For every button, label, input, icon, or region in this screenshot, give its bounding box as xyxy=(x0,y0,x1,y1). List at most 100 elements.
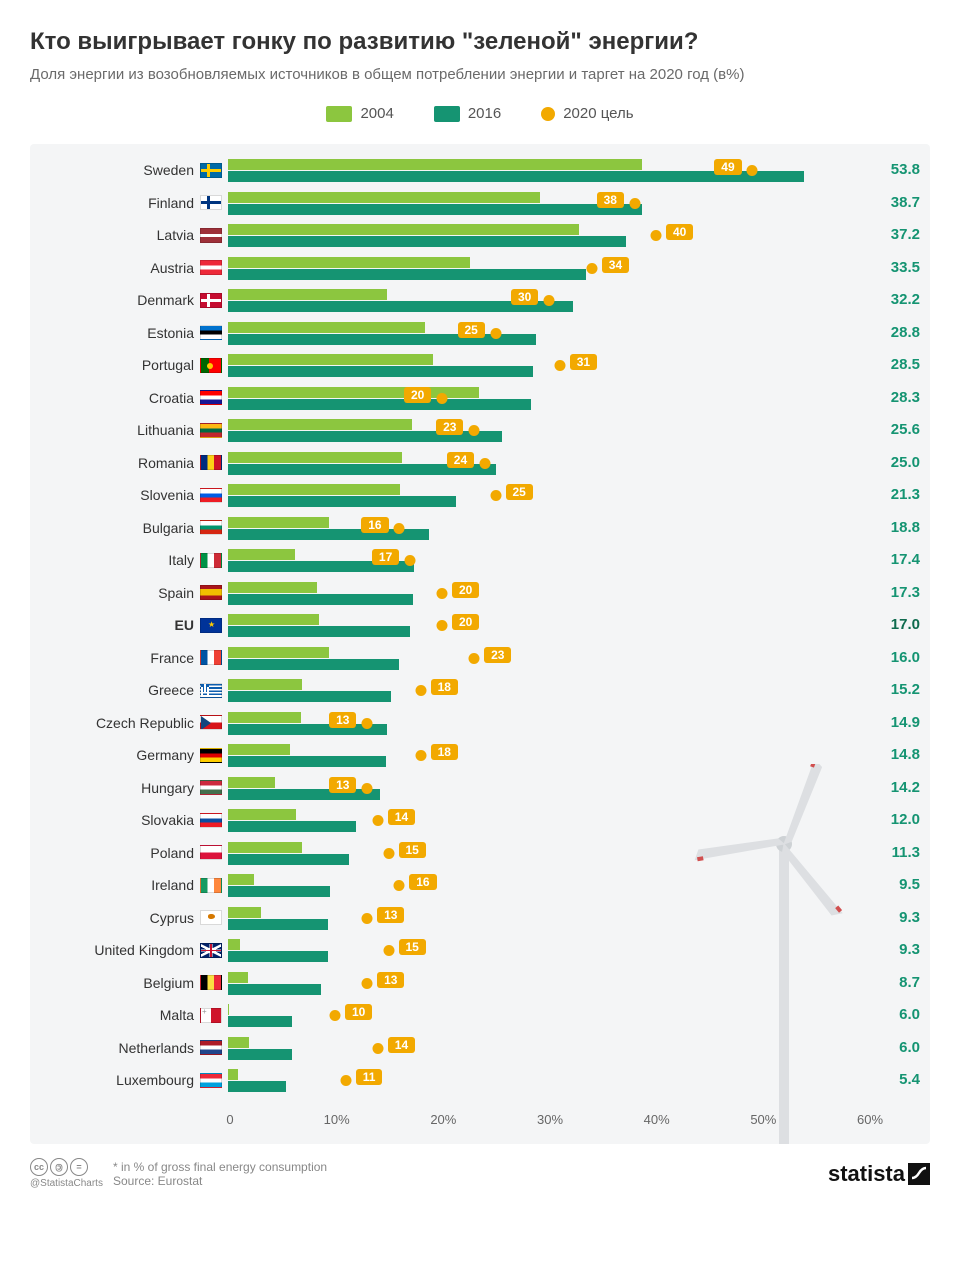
bar-2016 xyxy=(228,659,399,670)
bar-zone: 11 xyxy=(228,1064,870,1097)
legend-item-2016: 2016 xyxy=(434,105,501,122)
target-label: 38 xyxy=(597,192,624,208)
value-label: 8.7 xyxy=(899,974,920,991)
flag-icon xyxy=(200,683,222,698)
legend-item-target: 2020 цель xyxy=(541,105,633,122)
target-dot xyxy=(747,165,758,176)
bar-zone: 24 xyxy=(228,447,870,480)
bar-2004 xyxy=(228,939,240,950)
target-dot xyxy=(330,1010,341,1021)
bar-2004 xyxy=(228,972,248,983)
bar-2004 xyxy=(228,777,275,788)
bar-2004 xyxy=(228,712,301,723)
country-row: Greece1815.2 xyxy=(30,674,930,707)
target-label: 14 xyxy=(388,809,415,825)
country-row: Portugal3128.5 xyxy=(30,349,930,382)
value-label: 9.3 xyxy=(899,909,920,926)
country-label: Ireland xyxy=(30,877,200,893)
bar-zone: 38 xyxy=(228,187,870,220)
flag-icon xyxy=(200,293,222,308)
bar-2016 xyxy=(228,496,456,507)
nd-icon: = xyxy=(70,1158,88,1176)
target-dot xyxy=(437,588,448,599)
bar-zone: 13 xyxy=(228,772,870,805)
bar-2004 xyxy=(228,744,290,755)
chart-container: Кто выигрывает гонку по развитию "зелено… xyxy=(0,0,960,1269)
target-dot xyxy=(415,685,426,696)
bar-2016 xyxy=(228,821,356,832)
bar-zone: 30 xyxy=(228,284,870,317)
value-label: 17.0 xyxy=(891,616,920,633)
country-row: United Kingdom159.3 xyxy=(30,934,930,967)
value-label: 37.2 xyxy=(891,226,920,243)
bar-2004 xyxy=(228,647,329,658)
bar-zone: 25 xyxy=(228,479,870,512)
target-label: 18 xyxy=(431,679,458,695)
bar-2004 xyxy=(228,159,642,170)
target-label: 31 xyxy=(570,354,597,370)
target-label: 13 xyxy=(377,907,404,923)
country-label: Slovakia xyxy=(30,812,200,828)
country-row: Italy1717.4 xyxy=(30,544,930,577)
flag-icon xyxy=(200,715,222,730)
country-label: United Kingdom xyxy=(30,942,200,958)
x-axis-tick: 50% xyxy=(750,1112,776,1127)
target-label: 16 xyxy=(409,874,436,890)
target-dot xyxy=(340,1075,351,1086)
cc-icon: cc xyxy=(30,1158,48,1176)
target-dot xyxy=(372,1043,383,1054)
x-axis-tick: 0 xyxy=(226,1112,233,1127)
flag-icon xyxy=(200,975,222,990)
target-dot xyxy=(437,393,448,404)
bar-2016 xyxy=(228,1081,286,1092)
value-label: 25.0 xyxy=(891,454,920,471)
x-axis-tick: 30% xyxy=(537,1112,563,1127)
value-label: 14.2 xyxy=(891,779,920,796)
bar-2004 xyxy=(228,549,295,560)
flag-icon xyxy=(200,780,222,795)
country-row: Romania2425.0 xyxy=(30,447,930,480)
bar-2004 xyxy=(228,452,402,463)
bar-zone: 15 xyxy=(228,837,870,870)
x-axis-tick: 60% xyxy=(857,1112,883,1127)
country-row: Latvia4037.2 xyxy=(30,219,930,252)
bar-zone: 23 xyxy=(228,642,870,675)
target-label: 15 xyxy=(399,939,426,955)
bar-zone: 34 xyxy=(228,252,870,285)
country-label: Poland xyxy=(30,845,200,861)
bar-zone: 31 xyxy=(228,349,870,382)
flag-icon xyxy=(200,748,222,763)
flag-icon xyxy=(200,845,222,860)
target-dot xyxy=(651,230,662,241)
country-label: Sweden xyxy=(30,162,200,178)
target-dot xyxy=(469,425,480,436)
country-label: Belgium xyxy=(30,975,200,991)
bar-zone: 16 xyxy=(228,512,870,545)
bar-zone: 13 xyxy=(228,902,870,935)
bar-2016 xyxy=(228,626,410,637)
country-label: Latvia xyxy=(30,227,200,243)
country-label: Finland xyxy=(30,195,200,211)
country-row: EU2017.0 xyxy=(30,609,930,642)
target-dot xyxy=(362,718,373,729)
flag-icon xyxy=(200,163,222,178)
bar-zone: 13 xyxy=(228,967,870,1000)
bar-2004 xyxy=(228,614,319,625)
x-axis-tick: 40% xyxy=(644,1112,670,1127)
flag-icon xyxy=(200,390,222,405)
country-row: Bulgaria1618.8 xyxy=(30,512,930,545)
value-label: 53.8 xyxy=(891,161,920,178)
country-row: Czech Republic1314.9 xyxy=(30,707,930,740)
target-label: 34 xyxy=(602,257,629,273)
target-dot xyxy=(437,620,448,631)
target-label: 13 xyxy=(377,972,404,988)
bar-zone: 10 xyxy=(228,999,870,1032)
country-label: Germany xyxy=(30,747,200,763)
legend-item-2004: 2004 xyxy=(326,105,393,122)
target-dot xyxy=(479,458,490,469)
bar-zone: 20 xyxy=(228,609,870,642)
flag-icon xyxy=(200,1073,222,1088)
bar-zone: 18 xyxy=(228,739,870,772)
footer-note: * in % of gross final energy consumption xyxy=(113,1160,327,1174)
bar-zone: 14 xyxy=(228,804,870,837)
